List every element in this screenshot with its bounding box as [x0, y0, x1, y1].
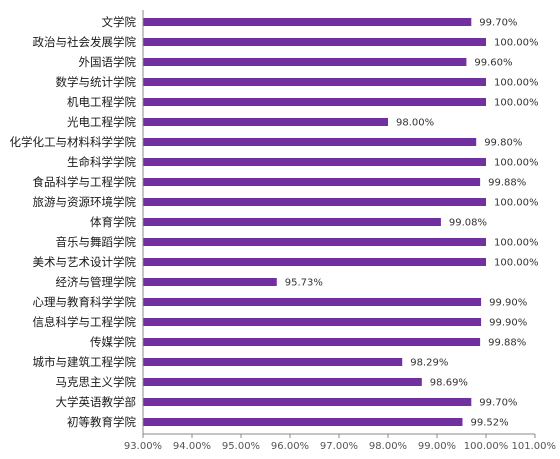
category-label: 食品科学与工程学院 — [33, 175, 137, 189]
bar — [143, 178, 481, 186]
bar-value-label: 98.29% — [410, 358, 448, 369]
bars-group — [143, 18, 486, 426]
category-label: 政治与社会发展学院 — [33, 35, 137, 49]
category-label: 旅游与资源环境学院 — [33, 195, 137, 209]
bar — [143, 98, 486, 106]
bar-value-label: 99.70% — [479, 18, 517, 29]
category-label: 初等教育学院 — [67, 415, 136, 429]
bar — [143, 118, 388, 126]
category-label: 生命科学学院 — [67, 155, 136, 169]
bar — [143, 338, 481, 346]
x-tick-label: 93.00% — [124, 441, 162, 452]
value-labels-group: 99.70% 100.00% 99.60% 100.00% 100.00% 98.00% 9… — [285, 18, 539, 429]
bar — [143, 238, 486, 246]
bar-value-label: 99.08% — [449, 218, 487, 229]
bar-value-label: 99.80% — [484, 138, 522, 149]
bar-value-label: 99.88% — [488, 178, 526, 189]
bar — [143, 138, 477, 146]
bar-value-label: 99.88% — [488, 338, 526, 349]
bar-value-label: 100.00% — [494, 38, 539, 49]
bar-value-label: 99.70% — [479, 398, 517, 409]
bar-value-label: 98.69% — [430, 378, 468, 389]
bar — [143, 78, 486, 86]
category-label: 音乐与舞蹈学院 — [56, 235, 137, 249]
bar-value-label: 100.00% — [494, 78, 539, 89]
bar — [143, 158, 486, 166]
bar-value-label: 100.00% — [494, 158, 539, 169]
category-label: 化学化工与材料科学学院 — [10, 135, 137, 149]
bar — [143, 38, 486, 46]
bar-value-label: 98.00% — [396, 118, 434, 129]
category-label: 传媒学院 — [90, 335, 136, 349]
bar — [143, 298, 482, 306]
bar — [143, 278, 277, 286]
bar-value-label: 99.90% — [489, 298, 527, 309]
bar — [143, 218, 441, 226]
x-tick-label: 100.00% — [464, 441, 509, 452]
bar-value-label: 100.00% — [494, 238, 539, 249]
bar — [143, 18, 472, 26]
category-label: 光电工程学院 — [67, 115, 136, 129]
category-label: 信息科学与工程学院 — [33, 315, 137, 329]
category-labels-group: 文学院政治与社会发展学院外国语学院数学与统计学院机电工程学院光电工程学院化学化工… — [10, 15, 137, 429]
category-label: 美术与艺术设计学院 — [33, 255, 137, 269]
category-label: 经济与管理学院 — [56, 275, 137, 289]
x-tick-label: 95.00% — [222, 441, 260, 452]
x-tick-label: 98.00% — [369, 441, 407, 452]
category-label: 心理与教育科学学院 — [33, 295, 137, 309]
category-label: 机电工程学院 — [67, 95, 136, 109]
bar — [143, 58, 467, 66]
x-tick-label: 99.00% — [418, 441, 456, 452]
x-tick-label: 101.00% — [512, 441, 557, 452]
category-label: 数学与统计学院 — [56, 75, 137, 89]
bar-value-label: 99.90% — [489, 318, 527, 329]
bar-value-label: 100.00% — [494, 98, 539, 109]
category-label: 城市与建筑工程学院 — [33, 355, 137, 369]
category-label: 外国语学院 — [79, 55, 137, 69]
bar-value-label: 100.00% — [494, 198, 539, 209]
x-tick-label: 94.00% — [173, 441, 211, 452]
x-tick-label: 96.00% — [271, 441, 309, 452]
x-tick-label: 97.00% — [320, 441, 358, 452]
bar-value-label: 99.52% — [470, 418, 508, 429]
category-label: 马克思主义学院 — [56, 375, 137, 389]
bar — [143, 378, 422, 386]
category-label: 大学英语教学部 — [56, 395, 137, 409]
bar-value-label: 99.60% — [474, 58, 512, 69]
bar — [143, 258, 486, 266]
bar — [143, 358, 403, 366]
bar-value-label: 100.00% — [494, 258, 539, 269]
bar-value-label: 95.73% — [285, 278, 323, 289]
bar — [143, 198, 486, 206]
bar — [143, 318, 482, 326]
x-ticks-group: 93.00% 94.00% 95.00% 96.00% 97.00% 98.00% 99.0… — [124, 434, 556, 452]
bar — [143, 398, 472, 406]
bar — [143, 418, 463, 426]
category-label: 体育学院 — [90, 215, 136, 229]
category-label: 文学院 — [102, 15, 137, 29]
